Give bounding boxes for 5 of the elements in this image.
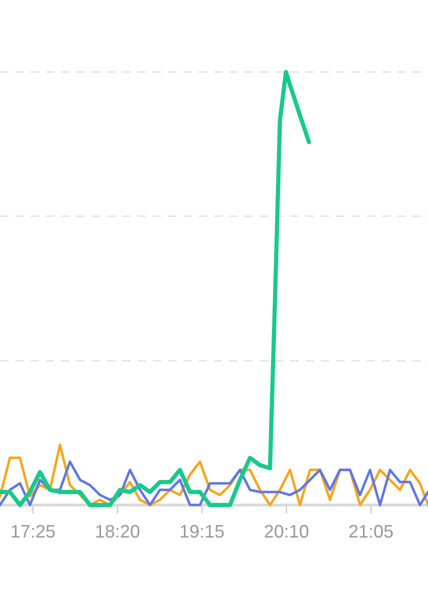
x-tick-label: 19:15 [180, 524, 224, 538]
x-tick-label: 17:25 [12, 524, 55, 538]
x-tick-label: 18:20 [96, 524, 140, 538]
x-tick-label: 20:10 [264, 524, 308, 538]
x-tick-label: 21:05 [349, 524, 393, 538]
